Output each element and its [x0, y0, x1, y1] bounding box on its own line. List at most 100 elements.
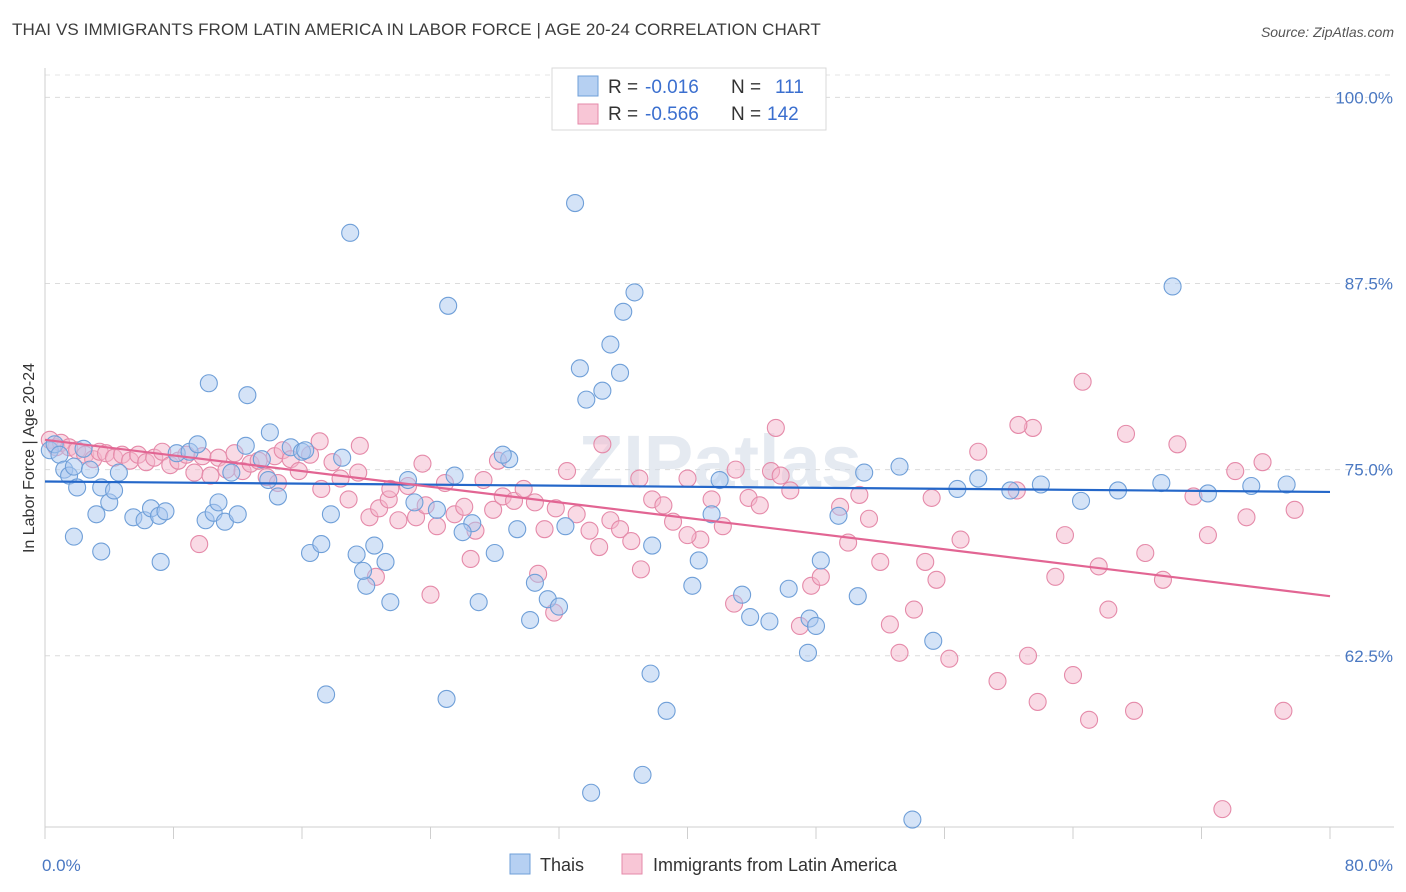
thais-point-46 — [469, 593, 488, 612]
latin-america-point-115 — [1237, 508, 1256, 527]
latin-america-point-68 — [654, 496, 673, 515]
thais-point-36 — [321, 505, 340, 524]
latin-america-point-85 — [850, 485, 869, 504]
latin-america-point-94 — [951, 530, 970, 549]
latin-america-trend-line — [44, 438, 1331, 598]
thais-point-99 — [779, 579, 798, 598]
thais-point-57 — [610, 363, 630, 382]
legend-swatch-thais — [577, 75, 599, 97]
thais-point-73 — [969, 469, 988, 488]
bottom-legend-swatch-latin-america — [621, 853, 643, 875]
legend-swatch-latin-america — [577, 103, 599, 125]
thais-point-35 — [312, 535, 331, 554]
tick-labels: 62.5% 75.0% 87.5% 100.0% 0.0% 80.0% — [42, 88, 1393, 875]
thais-point-69 — [829, 506, 848, 525]
latin-america-point-74 — [726, 460, 745, 479]
thais-point-105 — [1071, 491, 1091, 510]
latin-america-point-123 — [678, 526, 697, 545]
latin-america-point-92 — [927, 570, 946, 589]
legend-n-label-2: N = — [731, 104, 761, 125]
latin-america-point-46 — [427, 517, 446, 536]
thais-point-60 — [643, 536, 662, 555]
thais-point-66 — [798, 643, 818, 662]
legend-n-label-1: N = — [731, 77, 761, 98]
latin-america-point-109 — [1153, 570, 1172, 589]
latin-america-point-102 — [1063, 666, 1083, 685]
latin-america-point-42 — [389, 511, 408, 530]
thais-point-89 — [493, 445, 512, 464]
latin-america-point-82 — [811, 567, 830, 586]
latin-america-point-100 — [1046, 567, 1065, 586]
latin-america-point-110 — [1168, 435, 1187, 454]
y-axis-label: In Labor Force | Age 20-24 — [21, 363, 38, 553]
thais-point-86 — [381, 593, 400, 612]
latin-america-point-114 — [1226, 462, 1245, 481]
thais-point-13 — [109, 463, 128, 482]
latin-america-point-135 — [350, 436, 369, 455]
y-tick-label-2: 87.5% — [1345, 274, 1393, 293]
thais-point-62 — [689, 551, 708, 570]
latin-america-point-108 — [1136, 543, 1155, 563]
legend-r-label-2: R = — [608, 104, 638, 125]
thais-point-85 — [365, 536, 384, 555]
latin-america-point-138 — [461, 549, 480, 569]
latin-america-point-86 — [859, 509, 879, 528]
thais-point-55 — [593, 381, 612, 400]
thais-point-38 — [347, 545, 366, 564]
thais-point-59 — [625, 283, 644, 302]
thais-point-88 — [453, 523, 472, 542]
latin-america-point-90 — [904, 600, 924, 619]
thais-point-27 — [228, 505, 247, 524]
source-label: Source: ZipAtlas.com — [1260, 24, 1394, 40]
watermark: ZIPatlas — [578, 420, 862, 503]
latin-america-point-19 — [185, 463, 204, 482]
trend-lines — [44, 438, 1331, 598]
thais-point-72 — [903, 810, 922, 829]
thais-point-6 — [68, 478, 87, 497]
latin-america-point-58 — [546, 499, 565, 518]
latin-america-point-91 — [916, 552, 935, 571]
thais-point-94 — [633, 765, 652, 784]
latin-america-point-66 — [631, 560, 650, 579]
latin-america-point-113 — [1213, 800, 1232, 819]
thais-point-76 — [64, 527, 83, 546]
thais-point-64 — [733, 585, 752, 604]
thais-point-81 — [259, 470, 278, 490]
data-points — [40, 194, 1304, 829]
latin-america-point-116 — [1253, 453, 1272, 472]
latin-america-point-49 — [455, 497, 474, 516]
thais-point-61 — [657, 701, 676, 720]
bottom-legend-thais: Thais — [540, 855, 584, 875]
chart-title: THAI VS IMMIGRANTS FROM LATIN AMERICA IN… — [12, 20, 821, 39]
latin-america-point-125 — [310, 432, 329, 451]
x-tick-label-min: 0.0% — [42, 856, 81, 875]
thais-point-110 — [1277, 475, 1296, 494]
legend-r-label-1: R = — [608, 77, 638, 98]
thais-point-100 — [806, 616, 826, 636]
latin-america-point-87 — [871, 552, 890, 571]
thais-point-40 — [376, 552, 395, 571]
thais-point-44 — [445, 466, 464, 485]
thais-point-65 — [760, 612, 779, 631]
thais-point-107 — [1152, 473, 1171, 493]
thais-point-31 — [268, 487, 287, 506]
x-tick-label-max: 80.0% — [1345, 856, 1393, 875]
latin-america-point-127 — [766, 418, 785, 437]
latin-america-point-126 — [190, 535, 209, 554]
latin-america-point-121 — [1009, 415, 1028, 434]
thais-point-79 — [199, 374, 218, 393]
thais-point-78 — [151, 552, 170, 571]
latin-america-point-79 — [781, 481, 800, 500]
latin-america-point-37 — [339, 490, 358, 509]
latin-america-point-112 — [1198, 526, 1217, 545]
thais-point-101 — [848, 587, 867, 606]
thais-point-111 — [341, 223, 360, 242]
latin-america-point-62 — [590, 537, 609, 557]
thais-point-82 — [296, 441, 315, 460]
latin-america-point-89 — [890, 643, 909, 662]
latin-america-point-56 — [525, 493, 544, 512]
latin-america-point-137 — [413, 454, 432, 473]
latin-america-point-93 — [940, 649, 959, 668]
thais-point-77 — [92, 542, 111, 561]
latin-america-point-130 — [421, 585, 440, 604]
